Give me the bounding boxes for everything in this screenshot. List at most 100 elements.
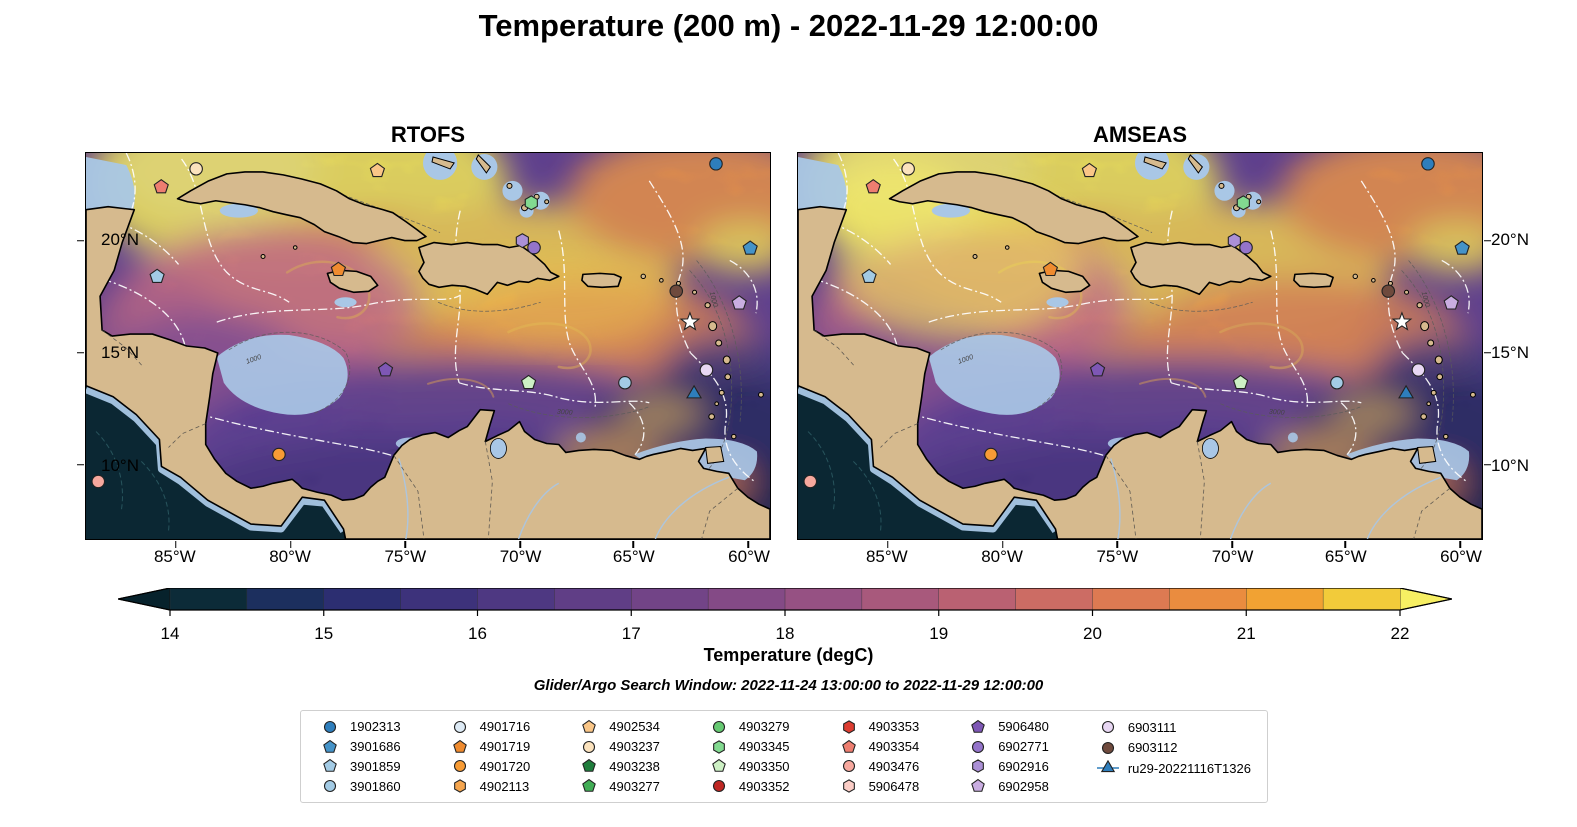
legend-marker-icon — [712, 759, 726, 773]
y-tick-mark — [1484, 464, 1491, 466]
platform-marker-3901686 — [742, 240, 758, 255]
legend-marker-icon — [582, 779, 597, 793]
legend-column: 4901716 4901719 4901720 4902113 — [447, 718, 531, 795]
legend-item-label: 1902313 — [350, 719, 401, 735]
legend-item-label: 4902113 — [479, 778, 530, 794]
legend-item: 6902958 — [965, 778, 1049, 795]
colorbar-label: Temperature (degC) — [703, 645, 874, 665]
platform-marker-4903350 — [520, 374, 537, 390]
panel-amseas: AMSEAS 20°N 15°N 10°N 85°W 80°W 75°W 70°W 65°W… — [797, 120, 1529, 573]
colorbar-tick-label: 18 — [775, 624, 795, 643]
panel-title-rtofs: RTOFS — [390, 122, 466, 147]
y-tick-mark — [77, 464, 84, 466]
legend-item: 4903237 — [576, 738, 660, 755]
legend-marker-icon — [323, 780, 337, 793]
legend-item: 4901719 — [447, 738, 530, 755]
legend-item-label: ru29-20221116T1326 — [1127, 760, 1251, 776]
legend-item-label: 4903279 — [738, 719, 790, 735]
x-tick-label: 75°W — [1096, 547, 1139, 566]
y-tick-label: 10°N — [101, 455, 139, 475]
colorbar-tick-label: 15 — [314, 624, 334, 643]
legend-item: 4903345 — [706, 738, 790, 755]
colorbar: 14 15 16 17 18 19 20 21 22 — [117, 587, 1453, 646]
legend-marker-icon — [841, 739, 856, 753]
legend-item-label: 4903238 — [609, 758, 660, 774]
x-tick-mark — [1116, 541, 1119, 548]
legend-item-label: 6903112 — [1127, 740, 1178, 755]
rtofs-map-frame — [77, 152, 771, 548]
platform-marker-waypoint-star — [1391, 311, 1413, 331]
platform-marker-4903350 — [1232, 374, 1249, 390]
x-tick-mark — [1231, 541, 1234, 548]
legend-item-label: 6902916 — [998, 758, 1049, 774]
platform-legend: 1902313 3901686 3901859 3901860 4901716 49017… — [300, 710, 1268, 803]
rtofs-platform-markers — [91, 157, 758, 489]
legend-marker-icon — [1101, 741, 1114, 754]
legend-item: 4903354 — [836, 738, 920, 755]
y-tick-label: 20°N — [1491, 230, 1529, 250]
platform-marker-3901860 — [618, 375, 632, 390]
platform-marker-3901859 — [861, 268, 877, 283]
platform-marker-4901720 — [272, 447, 286, 462]
legend-marker-icon — [453, 760, 466, 773]
legend-column: 6903111 6903112 ru29-20221116T1326 — [1095, 718, 1251, 795]
platform-marker-4903345 — [524, 195, 538, 211]
amseas-temperature-map — [798, 153, 1482, 539]
x-tick-label: 65°W — [612, 547, 655, 566]
platform-marker-ru29-20221116T1326 — [1398, 384, 1415, 399]
legend-column: 4902534 4903237 4903238 4903277 — [576, 718, 660, 795]
legend-marker-icon — [582, 719, 597, 733]
legend-marker-icon — [972, 740, 985, 753]
search-window-subtitle: Glider/Argo Search Window: 2022-11-24 13… — [533, 677, 1044, 694]
platform-marker-4903237 — [901, 162, 915, 176]
legend-item-label: 4903354 — [868, 739, 920, 755]
x-tick-mark — [747, 541, 749, 548]
platform-marker-4903476 — [91, 474, 106, 489]
legend-item: 4903353 — [836, 718, 919, 735]
colorbar-tick-label: 17 — [621, 624, 641, 643]
legend-item: 3901860 — [317, 778, 401, 795]
legend-item: 6903111 — [1095, 718, 1251, 736]
legend-item-label: 6902958 — [998, 778, 1049, 794]
legend-item-label: 4903352 — [738, 778, 790, 794]
x-tick-mark — [1344, 541, 1346, 548]
legend-item-label: 4902534 — [609, 719, 660, 735]
platform-marker-ru29-20221116T1326 — [686, 384, 703, 399]
colorbar-tick-label: 14 — [160, 624, 180, 643]
legend-marker-icon — [712, 780, 725, 793]
legend-marker-icon — [453, 779, 466, 794]
platform-marker-1902313 — [709, 157, 723, 171]
legend-marker-icon — [323, 720, 337, 733]
legend-item: 5906478 — [836, 778, 919, 795]
legend-item-label: 4901716 — [479, 719, 531, 735]
x-tick-label: 85°W — [153, 547, 196, 566]
colorbar-tick-label: 20 — [1083, 624, 1102, 643]
x-tick-mark — [519, 541, 522, 548]
legend-marker-icon — [971, 779, 986, 793]
x-tick-label: 65°W — [1324, 547, 1367, 566]
platform-marker-4901719 — [1042, 261, 1059, 277]
y-tick-label: 15°N — [1491, 342, 1529, 362]
colorbar-tick-label: 16 — [468, 624, 487, 643]
y-tick-label: 20°N — [101, 230, 139, 250]
legend-item-label: 6903111 — [1127, 719, 1177, 735]
legend-marker-icon — [842, 779, 855, 794]
x-tick-mark — [1001, 541, 1004, 548]
platform-marker-3901859 — [149, 268, 165, 283]
colorbar-tick-label: 22 — [1390, 624, 1410, 643]
legend-marker-icon — [842, 760, 855, 773]
amseas-map-frame — [797, 152, 1491, 548]
legend-item: 4903476 — [836, 758, 920, 775]
legend-item: 3901859 — [317, 758, 401, 775]
x-tick-label: 60°W — [728, 547, 770, 566]
colorbar-ticks: 14 15 16 17 18 19 20 21 22 — [118, 624, 1452, 646]
legend-item: 4902534 — [576, 718, 660, 735]
x-tick-label: 80°W — [981, 547, 1023, 566]
platform-marker-6903111 — [1411, 363, 1426, 377]
legend-marker-icon — [323, 759, 337, 773]
legend-item-label: 4903476 — [868, 758, 920, 774]
platform-marker-5906480 — [1089, 362, 1106, 377]
platform-marker-4903354 — [865, 178, 881, 194]
legend-item: 4903279 — [706, 718, 790, 735]
